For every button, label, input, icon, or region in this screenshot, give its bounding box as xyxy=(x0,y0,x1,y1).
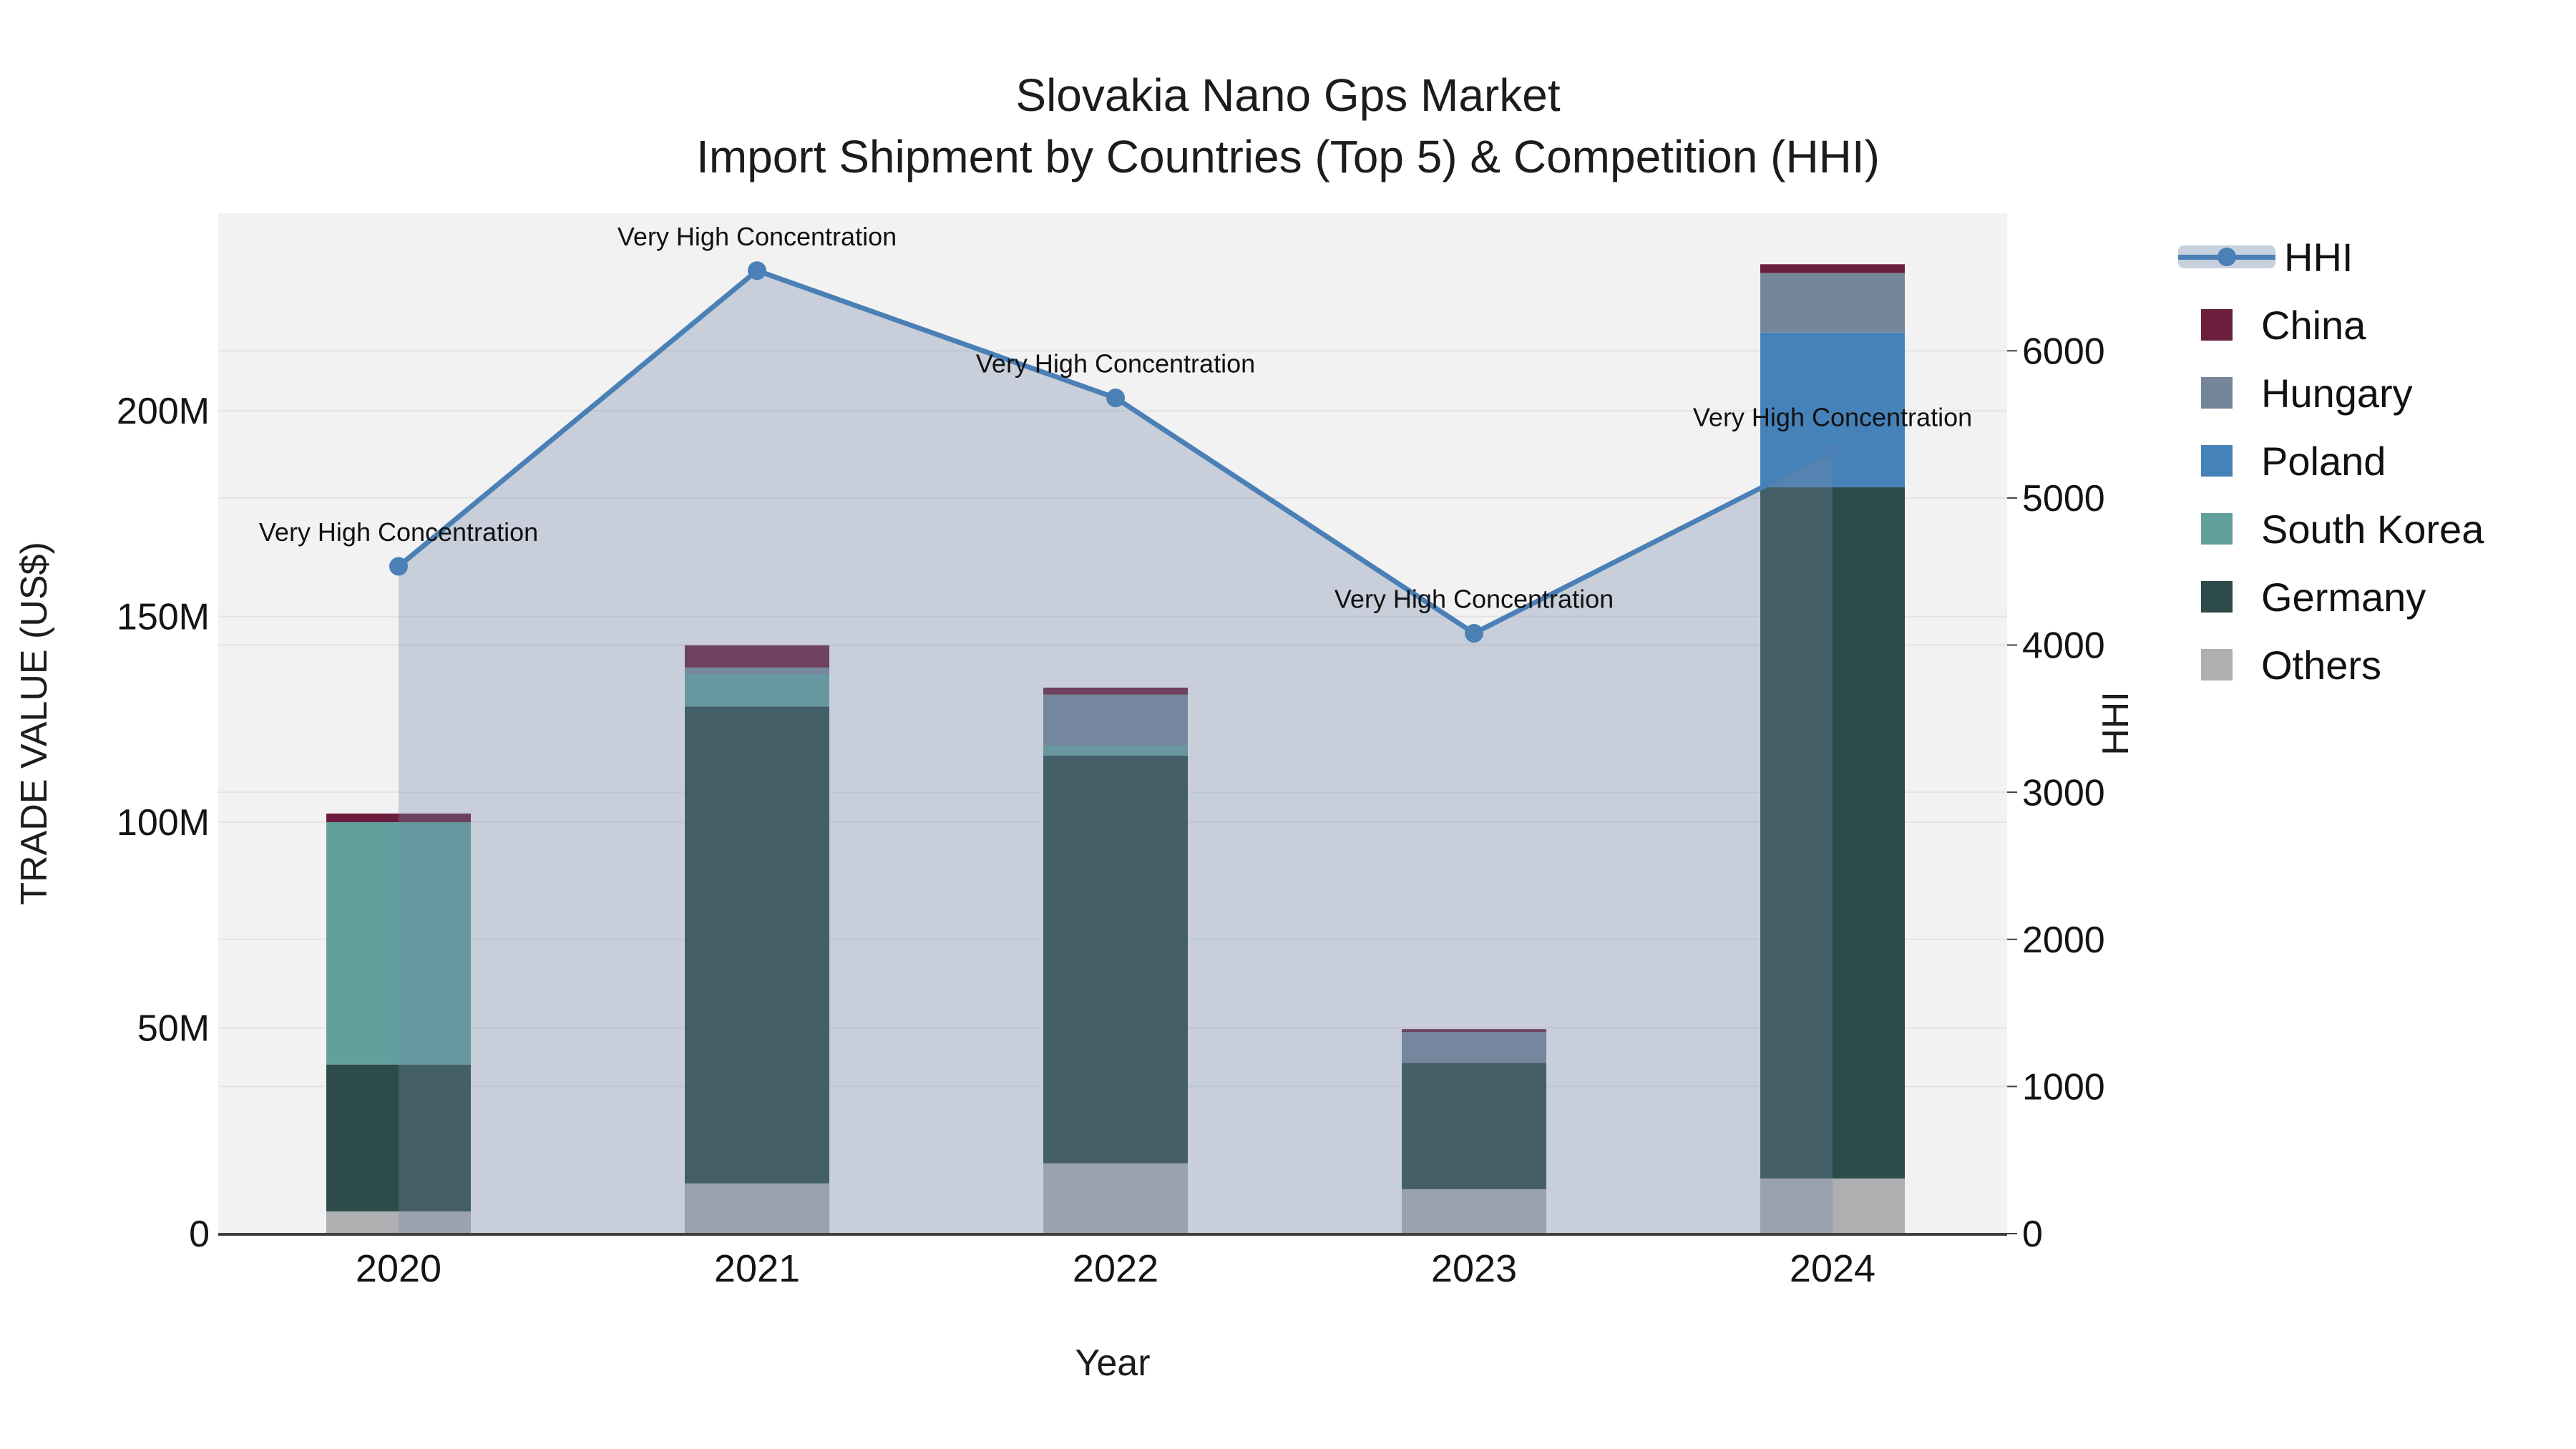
legend-swatch xyxy=(2201,309,2233,341)
hhi-marker-2022[interactable] xyxy=(1106,389,1125,408)
x-tick-label: 2021 xyxy=(714,1247,800,1290)
bar-segment-hungary-2021[interactable] xyxy=(685,667,829,675)
y-left-tick-label: 150M xyxy=(117,597,210,638)
annotation-2024: Very High Concentration xyxy=(1693,403,1972,432)
legend: HHI China Hungary Poland South Korea Germany O… xyxy=(2178,234,2484,712)
bar-segment-others-2024[interactable] xyxy=(1760,1178,1905,1234)
y-left-tick-label: 100M xyxy=(117,802,210,844)
hhi-marker-2021[interactable] xyxy=(748,261,766,280)
y-right-tick-label: 4000 xyxy=(2022,625,2105,667)
bar-segment-south-korea-2022[interactable] xyxy=(1043,746,1188,756)
legend-swatch xyxy=(2201,445,2233,477)
y-right-tick-label: 5000 xyxy=(2022,478,2105,519)
bar-segment-others-2021[interactable] xyxy=(685,1183,829,1234)
bar-segment-china-2020[interactable] xyxy=(326,813,471,822)
legend-label: Germany xyxy=(2261,574,2426,620)
y-right-tick-label: 1000 xyxy=(2022,1067,2105,1108)
annotation-2021: Very High Concentration xyxy=(618,222,897,251)
hhi-line-swatch xyxy=(2178,243,2275,271)
bar-segment-hungary-2024[interactable] xyxy=(1760,273,1905,333)
legend-label: South Korea xyxy=(2261,506,2484,552)
bar-segment-south-korea-2021[interactable] xyxy=(685,674,829,707)
x-tick-label: 2022 xyxy=(1073,1247,1158,1290)
y-right-tick-label: 0 xyxy=(2022,1214,2043,1255)
x-axis-title: Year xyxy=(1075,1342,1151,1384)
y-right-tick-label: 6000 xyxy=(2022,331,2105,372)
x-tick-label: 2020 xyxy=(356,1247,441,1290)
bar-segment-others-2022[interactable] xyxy=(1043,1163,1188,1234)
bar-segment-china-2021[interactable] xyxy=(685,645,829,668)
hhi-area-fill xyxy=(399,270,1833,1234)
bar-segment-germany-2022[interactable] xyxy=(1043,755,1188,1163)
bar-segment-china-2023[interactable] xyxy=(1402,1029,1546,1033)
bar-segment-china-2024[interactable] xyxy=(1760,264,1905,273)
bar-segment-germany-2024[interactable] xyxy=(1760,487,1905,1179)
annotation-2020: Very High Concentration xyxy=(259,517,538,547)
y-left-tick-label: 200M xyxy=(117,391,210,432)
bar-segment-poland-2024[interactable] xyxy=(1760,332,1905,487)
legend-label: Others xyxy=(2261,642,2382,688)
y-right-tick-label: 2000 xyxy=(2022,919,2105,961)
legend-swatch xyxy=(2201,513,2233,545)
bar-stacks xyxy=(326,264,1905,1234)
y-left-tick-label: 0 xyxy=(189,1214,210,1255)
annotation-2022: Very High Concentration xyxy=(976,349,1255,379)
bar-segment-china-2022[interactable] xyxy=(1043,687,1188,695)
legend-item-hhi[interactable]: HHI xyxy=(2178,234,2484,280)
legend-label: HHI xyxy=(2284,234,2353,280)
bar-segment-others-2020[interactable] xyxy=(326,1211,471,1234)
legend-label: Poland xyxy=(2261,438,2386,484)
bar-segment-south-korea-2020[interactable] xyxy=(326,822,471,1065)
bar-segment-germany-2020[interactable] xyxy=(326,1064,471,1211)
legend-label: Hungary xyxy=(2261,370,2413,416)
legend-swatch xyxy=(2201,581,2233,613)
bar-segment-germany-2023[interactable] xyxy=(1402,1063,1546,1189)
legend-item-others[interactable]: Others xyxy=(2178,642,2484,688)
bar-segment-hungary-2022[interactable] xyxy=(1043,694,1188,746)
bar-segment-hungary-2023[interactable] xyxy=(1402,1032,1546,1063)
bar-segment-others-2023[interactable] xyxy=(1402,1189,1546,1234)
chart-title-line1: Slovakia Nano Gps Market xyxy=(1015,69,1561,121)
annotation-2023: Very High Concentration xyxy=(1335,585,1614,614)
x-tick-label: 2023 xyxy=(1431,1247,1517,1290)
hhi-marker-2023[interactable] xyxy=(1465,624,1483,643)
legend-swatch xyxy=(2201,377,2233,409)
y-axis-title-left: TRADE VALUE (US$) xyxy=(14,542,55,905)
legend-item-poland[interactable]: Poland xyxy=(2178,438,2484,484)
legend-label: China xyxy=(2261,302,2366,348)
hhi-marker-2024[interactable] xyxy=(1823,442,1842,462)
legend-swatch xyxy=(2201,649,2233,680)
legend-item-germany[interactable]: Germany xyxy=(2178,574,2484,620)
legend-item-south-korea[interactable]: South Korea xyxy=(2178,506,2484,552)
legend-item-hungary[interactable]: Hungary xyxy=(2178,370,2484,416)
y-right-tick-label: 3000 xyxy=(2022,772,2105,814)
hhi-marker-2020[interactable] xyxy=(389,557,408,576)
y-left-tick-label: 50M xyxy=(137,1008,210,1050)
y-axis-title-right: HHI xyxy=(2095,691,2137,756)
bar-segment-germany-2021[interactable] xyxy=(685,706,829,1184)
x-tick-label: 2024 xyxy=(1790,1247,1875,1290)
chart-title-line2: Import Shipment by Countries (Top 5) & C… xyxy=(696,131,1880,182)
legend-item-china[interactable]: China xyxy=(2178,302,2484,348)
